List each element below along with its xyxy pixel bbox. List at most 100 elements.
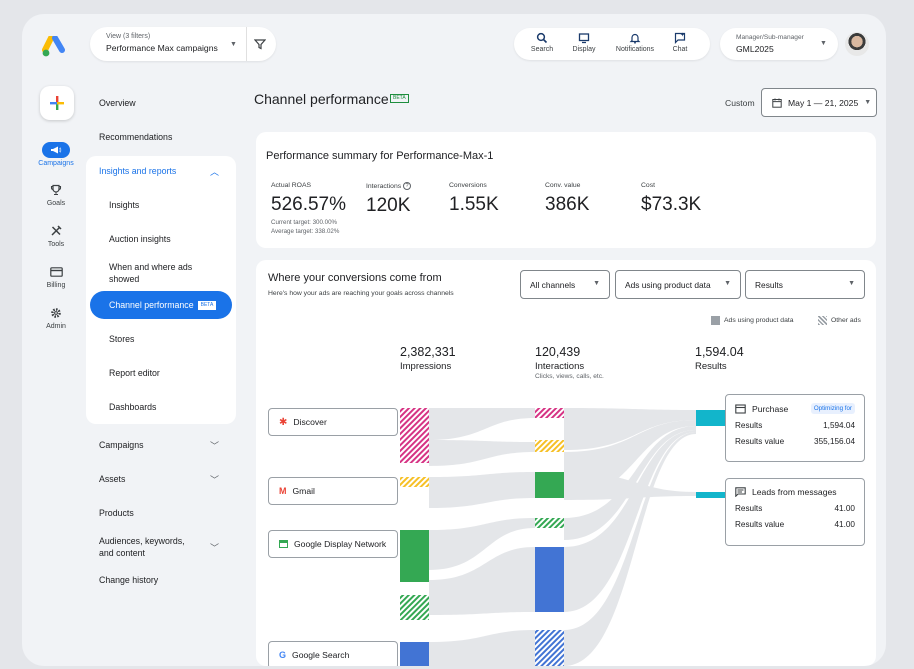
view-filters-label: View (3 filters) (106, 33, 151, 40)
date-range-type: Custom (725, 98, 755, 108)
channel-discover[interactable]: ✱ Discover (268, 408, 398, 436)
bar-leads-results[interactable] (696, 492, 725, 498)
google-ads-logo[interactable] (42, 36, 68, 58)
metric-value: 526.57% (271, 194, 347, 215)
bar-display-other[interactable] (400, 595, 429, 620)
display-icon (578, 33, 590, 44)
metric-label: Interactions ? (366, 182, 412, 190)
chevron-down-icon[interactable]: ﹀ (210, 543, 220, 553)
chevron-down-icon: ▼ (848, 280, 855, 287)
channel-filter-dropdown[interactable]: All channels ▼ (520, 270, 610, 299)
create-button[interactable] (40, 86, 74, 120)
metric-conv-value[interactable]: Conv. value 386K (545, 182, 589, 216)
nav-recommendations[interactable]: Recommendations (99, 132, 173, 142)
channel-label: Discover (293, 417, 327, 427)
nav-insights-and-reports[interactable]: Insights and reports (99, 166, 177, 176)
avatar[interactable] (845, 32, 869, 56)
nav-overview[interactable]: Overview (99, 98, 136, 108)
metric-label: Actual ROAS (271, 182, 312, 189)
view-selector[interactable]: View (3 filters) Performance Max campaig… (90, 27, 276, 61)
rail-campaigns[interactable]: Campaigns (34, 142, 78, 167)
bar-display-other-interactions[interactable] (535, 518, 564, 528)
column-value: 1,594.04 (695, 345, 744, 359)
bar-purchase-results[interactable] (696, 410, 725, 426)
nav-campaigns[interactable]: Campaigns (99, 440, 144, 450)
channel-google-search[interactable]: G Google Search (268, 641, 398, 666)
bar-display-product-interactions[interactable] (535, 472, 564, 498)
outcome-leads[interactable]: Leads from messages Results 41.00 Results… (725, 478, 865, 546)
nav-dashboards[interactable]: Dashboards (109, 402, 157, 412)
nav-report-editor[interactable]: Report editor (109, 368, 160, 378)
nav-channel-performance[interactable]: Channel performance BETA (90, 291, 232, 319)
help-icon: ? (403, 182, 412, 190)
column-results: 1,594.04 Results (695, 345, 744, 372)
rail-admin[interactable]: Admin (34, 305, 78, 330)
nav-stores[interactable]: Stores (109, 334, 135, 344)
bar-discover-interactions[interactable] (535, 408, 564, 418)
plus-icon (50, 96, 64, 110)
insights-group (86, 156, 236, 424)
rail-goals[interactable]: Goals (34, 182, 78, 207)
metric-interactions[interactable]: Interactions ? 120K (366, 182, 412, 217)
metric-conversions[interactable]: Conversions 1.55K (449, 182, 499, 216)
channel-gmail[interactable]: M Gmail (268, 477, 398, 505)
summary-title: Performance summary for Performance-Max-… (266, 150, 494, 162)
nav-display-label: Display (572, 46, 596, 53)
rail-billing-label: Billing (46, 282, 66, 289)
metric-subtext: Average target: 338.02% (271, 228, 340, 235)
bar-search-other-interactions[interactable] (535, 630, 564, 666)
dropdown-value: Ads using product data (625, 279, 711, 290)
ad-type-filter-dropdown[interactable]: Ads using product data ▼ (615, 270, 741, 299)
outcome-purchase[interactable]: Purchase Optimizing for Results 1,594.04 … (725, 394, 865, 462)
chevron-down-icon[interactable]: ﹀ (210, 441, 220, 451)
dropdown-value: All channels (530, 279, 576, 290)
bar-gmail-other[interactable] (400, 477, 429, 487)
metric-label: Cost (641, 182, 655, 189)
nav-insights[interactable]: Insights (109, 200, 140, 210)
column-impressions: 2,382,331 Impressions (400, 345, 456, 372)
optimizing-badge: Optimizing for (810, 403, 855, 414)
channel-display-network[interactable]: Google Display Network (268, 530, 398, 558)
metric-roas[interactable]: Actual ROAS 526.57% Current target: 300.… (271, 182, 346, 236)
outcome-row: Results 41.00 (735, 504, 855, 513)
date-range-value: May 1 — 21, 2025 (788, 97, 859, 108)
nav-products[interactable]: Products (99, 508, 134, 518)
cart-icon (735, 403, 746, 414)
conversions-title: Where your conversions come from (268, 272, 442, 284)
metric-cost[interactable]: Cost $73.3K (641, 182, 701, 216)
legend-swatch-solid (711, 316, 720, 325)
date-range-picker[interactable]: May 1 — 21, 2025 ▼ (761, 88, 877, 117)
nav-display[interactable]: Display (564, 32, 604, 53)
nav-change-history[interactable]: Change history (99, 575, 159, 585)
chevron-down-icon[interactable]: ﹀ (210, 475, 220, 485)
rail-billing[interactable]: Billing (34, 264, 78, 289)
bar-discover-other[interactable] (400, 408, 429, 463)
bar-gmail-interactions[interactable] (535, 440, 564, 452)
bar-display-product[interactable] (400, 530, 429, 582)
account-type-label: Manager/Sub-manager (736, 34, 804, 41)
filter-icon (254, 39, 266, 50)
filter-button[interactable] (248, 32, 272, 56)
nav-chat[interactable]: Chat (660, 32, 700, 53)
nav-notifications[interactable]: Notifications (610, 32, 660, 53)
outcome-row: Results 1,594.04 (735, 421, 855, 430)
rail-tools[interactable]: Tools (34, 223, 78, 248)
bar-search-product-interactions[interactable] (535, 547, 564, 612)
nav-audiences[interactable]: Audiences, keywords, and content (99, 536, 185, 558)
nav-chat-label: Chat (672, 46, 688, 53)
metric-filter-dropdown[interactable]: Results ▼ (745, 270, 865, 299)
nav-when-where-ads[interactable]: When and where ads showed (109, 262, 193, 284)
nav-auction-insights[interactable]: Auction insights (109, 234, 171, 244)
beta-badge: BETA (197, 300, 217, 310)
nav-search[interactable]: Search (522, 32, 562, 53)
nav-assets[interactable]: Assets (99, 474, 126, 484)
metric-label: Conversions (449, 182, 487, 189)
flow-impressions-interactions (429, 408, 535, 666)
bar-search-product[interactable] (400, 642, 429, 666)
chevron-down-icon: ▼ (820, 40, 827, 47)
channel-label: Google Display Network (294, 539, 387, 549)
outcome-row: Results value 41.00 (735, 520, 855, 529)
account-selector[interactable]: Manager/Sub-manager GML2025 ▼ (720, 28, 838, 60)
chevron-up-icon[interactable]: ︿ (210, 167, 220, 177)
chevron-down-icon: ▼ (864, 99, 872, 106)
